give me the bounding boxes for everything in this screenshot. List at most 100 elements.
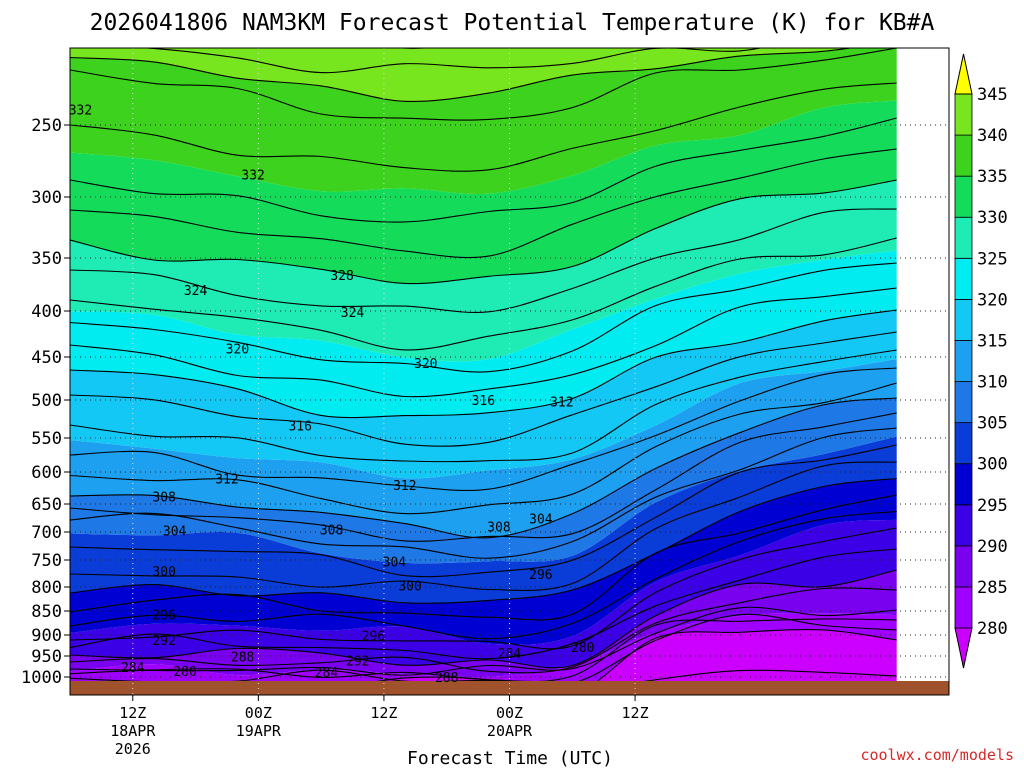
credit-text: coolwx.com/models: [860, 746, 1014, 764]
contour-band-325-330: [70, 180, 897, 362]
y-tick-label: 750: [31, 551, 62, 571]
contour-band-285-290: [70, 570, 897, 678]
isoline-288: [70, 587, 897, 674]
contour-band-305-310: [70, 398, 897, 564]
contour-label: 308: [320, 523, 343, 538]
isoline-326: [70, 237, 897, 351]
colorbar-upper-arrow: [954, 53, 973, 95]
isoline-308: [70, 412, 897, 542]
contour-label: 284: [498, 647, 522, 662]
colorbar-swatch-315: [954, 298, 973, 341]
isoline-336: [70, 82, 897, 172]
contour-band-320-325: [70, 250, 897, 418]
isoline-306: [70, 427, 897, 559]
contour-fills: [70, 48, 897, 695]
colorbar-label: 280: [977, 619, 1008, 639]
isoline-330: [70, 179, 897, 285]
isoline-328: [70, 208, 897, 313]
colorbar-label: 285: [977, 578, 1008, 598]
contour-label: 300: [398, 579, 421, 594]
y-tick-label: 950: [31, 647, 62, 667]
isoline-304: [70, 444, 897, 578]
contour-band-295-300: [70, 478, 897, 645]
isoline-316: [70, 349, 897, 463]
plot-area: 332 332 328 324 324 320 320 316 316 312 312 312 308 3…: [69, 48, 949, 695]
contour-label: 324: [184, 284, 208, 299]
colorbar-swatch-285: [954, 545, 973, 588]
contour-band-300-305: [70, 436, 897, 604]
isoline-324: [70, 262, 897, 373]
contour-label: 288: [435, 671, 458, 686]
contour-label: 296: [529, 568, 552, 583]
colorbar-swatch-300: [954, 422, 973, 465]
isoline-340: [70, 48, 855, 103]
colorbar-label: 305: [977, 414, 1008, 434]
x-tick-label: 19APR: [236, 722, 282, 740]
y-tick-label: 250: [31, 116, 62, 136]
y-tick-label: 500: [31, 391, 62, 411]
contour-labels: 332 332 328 324 324 320 320 316 316 312 312 312 308 3…: [69, 104, 594, 686]
colorbar-label: 295: [977, 496, 1008, 516]
y-tick-label: 650: [31, 495, 62, 515]
y-tick-label: 300: [31, 188, 62, 208]
colorbar-label: 320: [977, 290, 1008, 310]
contour-label: 304: [163, 524, 187, 539]
contour-label: 280: [571, 641, 594, 656]
colorbar-swatch-320: [954, 257, 973, 300]
colorbar-lower-arrow: [954, 627, 973, 669]
contour-label: 292: [346, 654, 369, 669]
contour-label: 288: [231, 651, 254, 666]
y-tick-label: 450: [31, 348, 62, 368]
colorbar-label: 290: [977, 537, 1008, 557]
colorbar-label: 330: [977, 208, 1008, 228]
colorbar-label: 345: [977, 85, 1008, 105]
isoline-338: [70, 48, 897, 121]
contour-band-280-285: [70, 613, 897, 695]
y-tick-label: 350: [31, 249, 62, 269]
contour-label: 300: [152, 565, 175, 580]
isoline-296: [70, 510, 897, 640]
isoline-302: [70, 461, 897, 592]
colorbar-label: 325: [977, 249, 1008, 269]
colorbar-swatch-280: [954, 586, 973, 629]
contour-lines: [70, 48, 897, 695]
colorbar-label: 340: [977, 126, 1008, 146]
y-tick-label: 700: [31, 523, 62, 543]
contour-label: 328: [330, 269, 353, 284]
isoline-294: [70, 527, 897, 650]
colorbar-swatch-295: [954, 463, 973, 506]
y-tick-label: 800: [31, 578, 62, 598]
colorbar-swatch-330: [954, 175, 973, 218]
contour-label: 296: [362, 630, 385, 645]
contour-label: 312: [215, 473, 238, 488]
contour-label: 280: [173, 665, 196, 680]
contour-band-315-320: [70, 310, 897, 479]
contour-band-310-315: [70, 359, 897, 538]
isoline-298: [70, 494, 897, 621]
contour-label: 316: [288, 420, 311, 435]
contour-band-340-345: [70, 48, 851, 102]
contour-label: 292: [152, 634, 175, 649]
x-tick-label: 2026: [115, 740, 151, 758]
contour-label: 332: [69, 104, 92, 119]
contour-label: 304: [383, 556, 407, 571]
contour-band-290-295: [70, 519, 897, 668]
contour-label: 324: [341, 306, 365, 321]
isoline-292: [70, 548, 897, 660]
y-tick-label: 850: [31, 602, 62, 622]
isoline-314: [70, 367, 897, 492]
y-axis: 250 300 350 400 450 500 550 600 650 700 750 800 850 9…: [21, 116, 70, 688]
x-tick-label: 12Z: [370, 704, 397, 722]
colorbar-swatch-335: [954, 134, 973, 177]
chart-title: 2026041806 NAM3KM Forecast Potential Tem…: [90, 10, 935, 36]
contour-label: 304: [529, 513, 553, 528]
colorbar-swatch-325: [954, 216, 973, 259]
x-tick-label: 12Z: [119, 704, 146, 722]
colorbar-label: 315: [977, 331, 1008, 351]
isoline-300: [70, 477, 897, 604]
y-tick-label: 900: [31, 626, 62, 646]
contour-label: 312: [550, 395, 573, 410]
x-tick-label: 20APR: [487, 722, 533, 740]
